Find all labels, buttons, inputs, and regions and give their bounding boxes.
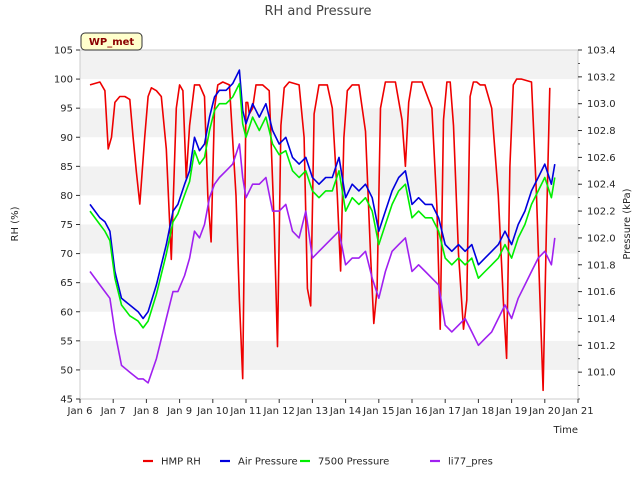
x-tick-label: Jan 8: [133, 406, 159, 417]
chart-title: RH and Pressure: [264, 4, 371, 19]
series-line-0: [89, 78, 551, 392]
x-axis-label: Time: [553, 425, 578, 436]
x-tick-label: Jan 6: [67, 406, 93, 417]
x-tick-label: Jan 13: [296, 406, 328, 417]
y2-tick-label: 103.4: [587, 46, 616, 57]
y2-tick-label: 101.0: [587, 368, 616, 379]
x-tick-label: Jan 9: [166, 406, 192, 417]
y-tick-label: 55: [60, 336, 73, 347]
y2-tick-label: 101.2: [587, 341, 616, 352]
y-tick-label: 100: [54, 75, 73, 86]
station-badge-label: WP_met: [89, 37, 135, 48]
y2-tick-label: 103.2: [587, 72, 616, 83]
y-tick-label: 50: [60, 365, 73, 376]
x-axis: Jan 6 Jan 7 Jan 8 Jan 9 Jan 10 Jan 11 Jan 12 Ja…: [67, 399, 594, 417]
y-tick-label: 95: [60, 104, 73, 115]
y-tick-label: 90: [60, 133, 73, 144]
y2-axis-label: Pressure (kPa): [622, 188, 633, 259]
grid-band: [80, 195, 578, 225]
grid-band: [80, 50, 578, 80]
y2-tick-label: 103.0: [587, 99, 616, 110]
legend-label: Air Pressure: [238, 457, 298, 468]
y-tick-label: 45: [60, 395, 73, 406]
y-tick-label: 85: [60, 162, 73, 173]
y-tick-label: 70: [60, 249, 73, 260]
y2-tick-label: 102.4: [587, 180, 616, 191]
y-axis-right: 101.0 101.2 101.4 101.6 101.8 102.0 102.2 102.4…: [578, 46, 616, 400]
y-axis-label: RH (%): [10, 206, 21, 241]
legend: HMP RH Air Pressure 7500 Pressure li77_pres: [143, 457, 493, 468]
grid-band: [80, 282, 578, 312]
x-tick-label: Jan 20: [528, 406, 560, 417]
y2-tick-label: 102.2: [587, 207, 616, 218]
y2-tick-label: 101.8: [587, 260, 616, 271]
series-layer: [89, 69, 556, 392]
x-tick-label: Jan 19: [495, 406, 527, 417]
y-tick-label: 80: [60, 191, 73, 202]
grid-band: [80, 253, 578, 283]
y2-tick-label: 101.4: [587, 314, 616, 325]
y-tick-label: 75: [60, 220, 73, 231]
x-tick-label: Jan 15: [362, 406, 394, 417]
x-tick-label: Jan 11: [229, 406, 261, 417]
x-tick-label: Jan 7: [100, 406, 126, 417]
series-line-2: [89, 82, 556, 329]
y2-tick-label: 101.6: [587, 287, 616, 298]
legend-label: li77_pres: [448, 457, 493, 468]
x-tick-label: Jan 18: [462, 406, 494, 417]
y-tick-label: 60: [60, 307, 73, 318]
x-tick-label: Jan 14: [329, 406, 361, 417]
x-tick-label: Jan 17: [429, 406, 461, 417]
grid-band: [80, 311, 578, 341]
y-tick-label: 105: [54, 46, 73, 57]
station-badge: WP_met: [80, 32, 143, 51]
grid-band: [80, 137, 578, 167]
grid-band: [80, 369, 578, 399]
station-badge-box: [80, 32, 143, 51]
series-line-3: [89, 143, 556, 384]
legend-label: 7500 Pressure: [318, 457, 389, 468]
y2-tick-label: 102.6: [587, 153, 616, 164]
x-tick-label: Jan 10: [196, 406, 228, 417]
y2-tick-label: 102.8: [587, 126, 616, 137]
x-tick-label: Jan 12: [263, 406, 295, 417]
legend-label: HMP RH: [161, 457, 201, 468]
y-axis-left: 45 50 55 60 65 70 75 80 85 90 95 100 105: [54, 46, 80, 406]
y-tick-label: 65: [60, 278, 73, 289]
x-tick-label: Jan 16: [395, 406, 427, 417]
grid-band: [80, 340, 578, 370]
series-line-1: [89, 69, 556, 320]
y2-tick-label: 102.0: [587, 233, 616, 244]
grid-band: [80, 108, 578, 138]
x-tick-label: Jan 21: [561, 406, 593, 417]
plot-background: [80, 50, 578, 399]
